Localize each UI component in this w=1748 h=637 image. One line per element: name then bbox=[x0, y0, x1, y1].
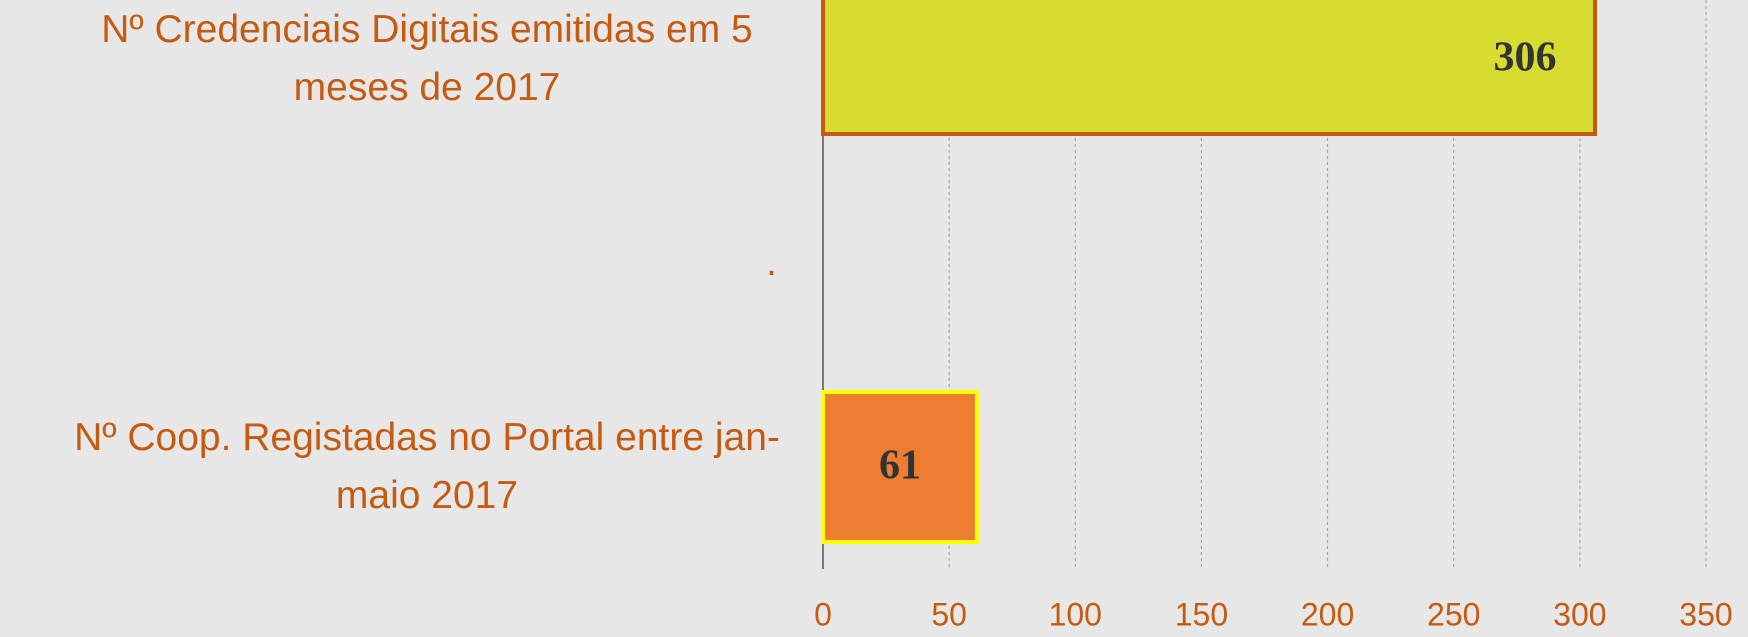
bar bbox=[821, 390, 979, 544]
bar bbox=[821, 0, 1597, 136]
x-tick-label: 300 bbox=[1553, 596, 1606, 632]
x-tick-label: 0 bbox=[814, 596, 832, 632]
data-label: 61 bbox=[879, 443, 921, 489]
x-tick-label: 350 bbox=[1679, 596, 1732, 632]
y-tick-label: . bbox=[766, 241, 777, 284]
x-tick-label: 250 bbox=[1427, 596, 1480, 632]
x-tick-label: 100 bbox=[1049, 596, 1102, 632]
y-tick-label: Nº Coop. Registadas no Portal entre jan-… bbox=[74, 416, 780, 517]
data-label: 306 bbox=[1493, 35, 1556, 81]
x-tick-label: 150 bbox=[1175, 596, 1228, 632]
x-tick-label: 200 bbox=[1301, 596, 1354, 632]
x-tick-label: 50 bbox=[931, 596, 967, 632]
y-tick-label: Nº Credenciais Digitais emitidas em 5 me… bbox=[101, 8, 753, 109]
